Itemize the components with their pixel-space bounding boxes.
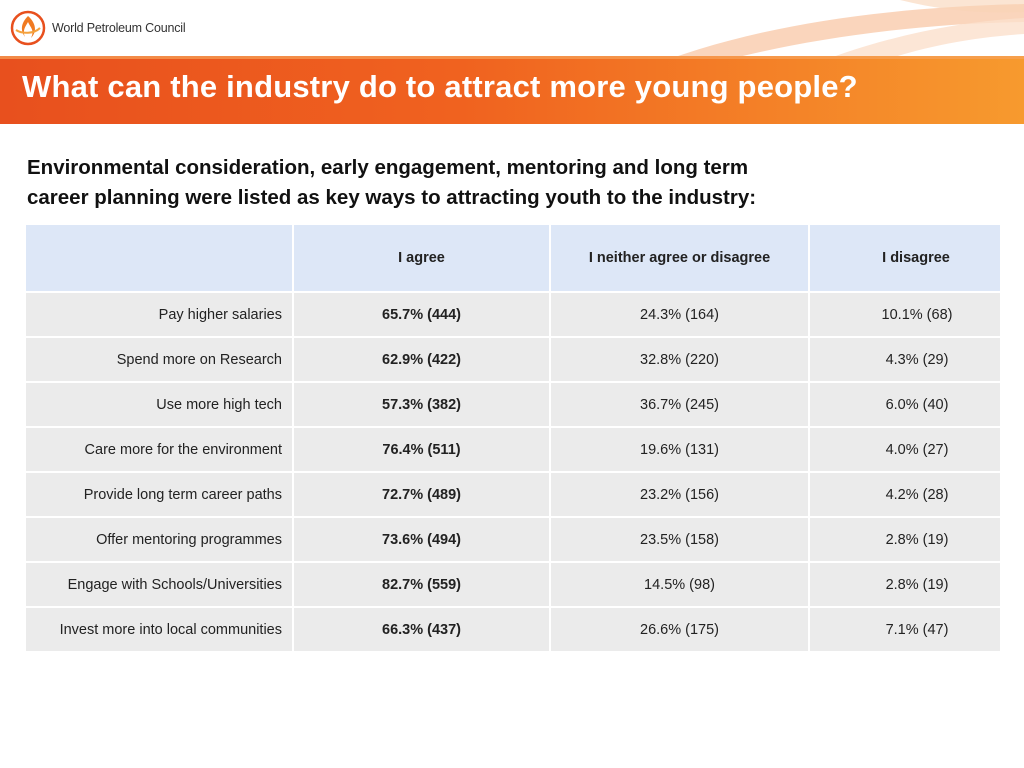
disagree-value: 7.1% (47) xyxy=(809,607,1000,653)
header-disagree: I disagree xyxy=(809,225,1000,293)
agree-value: 66.3% (437) xyxy=(293,607,551,653)
logo-text: World Petroleum Council xyxy=(52,21,186,35)
wpc-flame-logo-icon xyxy=(10,10,46,46)
agree-value: 76.4% (511) xyxy=(293,427,551,473)
row-label: Care more for the environment xyxy=(26,427,294,473)
intro-line-1: Environmental consideration, early engag… xyxy=(27,156,749,179)
survey-results-table: I agree I neither agree or disagree I di… xyxy=(26,225,1000,653)
table-row: Provide long term career paths 72.7% (48… xyxy=(26,472,1000,518)
row-label: Invest more into local communities xyxy=(26,607,294,653)
agree-value: 65.7% (444) xyxy=(293,292,551,338)
neither-value: 23.2% (156) xyxy=(550,472,810,518)
disagree-value: 2.8% (19) xyxy=(809,562,1000,608)
intro-text: Environmental consideration, early engag… xyxy=(27,153,1007,213)
neither-value: 24.3% (164) xyxy=(550,292,810,338)
row-label: Offer mentoring programmes xyxy=(26,517,294,563)
table-row: Spend more on Research 62.9% (422) 32.8%… xyxy=(26,337,1000,383)
table-row: Invest more into local communities 66.3%… xyxy=(26,607,1000,653)
neither-value: 19.6% (131) xyxy=(550,427,810,473)
table-header-row: I agree I neither agree or disagree I di… xyxy=(26,225,1000,293)
neither-value: 14.5% (98) xyxy=(550,562,810,608)
header-neither: I neither agree or disagree xyxy=(550,225,810,293)
disagree-value: 2.8% (19) xyxy=(809,517,1000,563)
table-row: Care more for the environment 76.4% (511… xyxy=(26,427,1000,473)
row-label: Pay higher salaries xyxy=(26,292,294,338)
agree-value: 62.9% (422) xyxy=(293,337,551,383)
agree-value: 82.7% (559) xyxy=(293,562,551,608)
disagree-value: 10.1% (68) xyxy=(809,292,1000,338)
wpc-logo: World Petroleum Council xyxy=(10,10,210,50)
agree-value: 73.6% (494) xyxy=(293,517,551,563)
page-title: What can the industry do to attract more… xyxy=(22,69,858,104)
agree-value: 57.3% (382) xyxy=(293,382,551,428)
row-label: Engage with Schools/Universities xyxy=(26,562,294,608)
neither-value: 32.8% (220) xyxy=(550,337,810,383)
table-row: Offer mentoring programmes 73.6% (494) 2… xyxy=(26,517,1000,563)
header-blank xyxy=(26,225,294,293)
table-row: Use more high tech 57.3% (382) 36.7% (24… xyxy=(26,382,1000,428)
table-row: Engage with Schools/Universities 82.7% (… xyxy=(26,562,1000,608)
neither-value: 23.5% (158) xyxy=(550,517,810,563)
neither-value: 36.7% (245) xyxy=(550,382,810,428)
header-agree: I agree xyxy=(293,225,551,293)
neither-value: 26.6% (175) xyxy=(550,607,810,653)
disagree-value: 4.2% (28) xyxy=(809,472,1000,518)
disagree-value: 6.0% (40) xyxy=(809,382,1000,428)
disagree-value: 4.3% (29) xyxy=(809,337,1000,383)
agree-value: 72.7% (489) xyxy=(293,472,551,518)
row-label: Spend more on Research xyxy=(26,337,294,383)
table-row: Pay higher salaries 65.7% (444) 24.3% (1… xyxy=(26,292,1000,338)
row-label: Use more high tech xyxy=(26,382,294,428)
row-label: Provide long term career paths xyxy=(26,472,294,518)
intro-line-2: career planning were listed as key ways … xyxy=(27,186,757,209)
title-bar: What can the industry do to attract more… xyxy=(0,56,1024,124)
disagree-value: 4.0% (27) xyxy=(809,427,1000,473)
title-bar-highlight xyxy=(0,56,1024,59)
